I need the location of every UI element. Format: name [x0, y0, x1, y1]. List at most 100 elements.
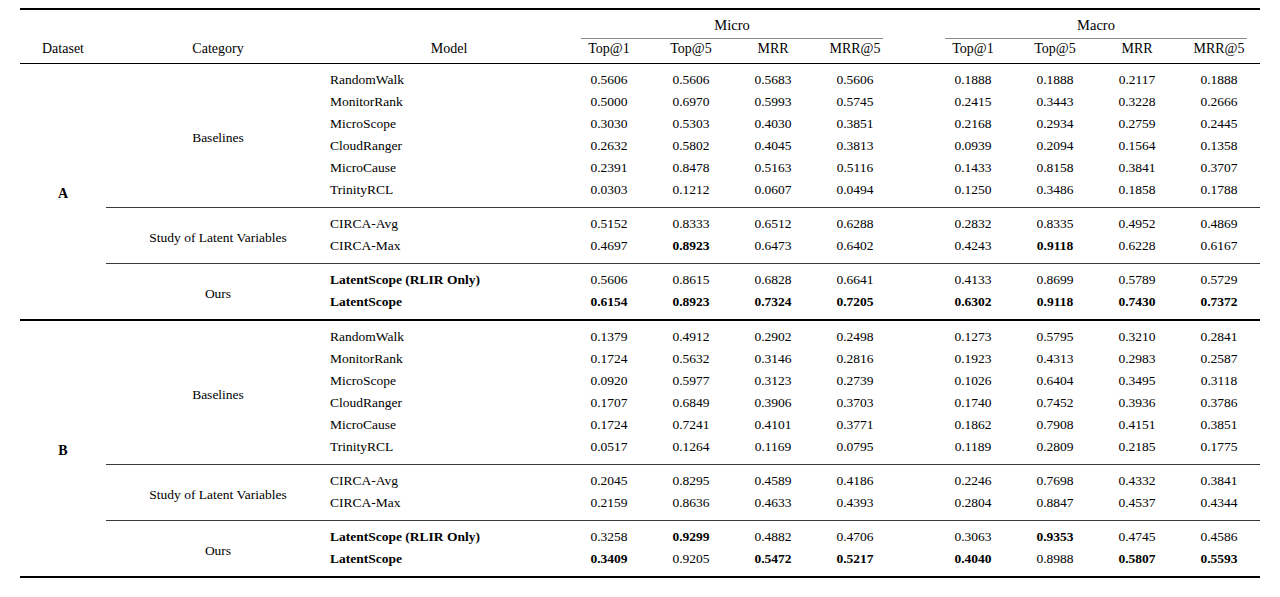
column-spacer	[896, 64, 932, 92]
metric-value-cell: 0.5789	[1096, 264, 1178, 292]
metric-value-cell: 0.1169	[732, 436, 814, 465]
metric-value-cell: 0.2632	[568, 135, 650, 157]
metric-value-cell: 0.0517	[568, 436, 650, 465]
metric-value-cell: 0.3258	[568, 521, 650, 549]
metric-value-cell: 0.5683	[732, 64, 814, 92]
model-name-cell: CIRCA-Avg	[330, 208, 568, 236]
metric-value-cell: 0.2809	[1014, 436, 1096, 465]
metric-value-cell: 0.3813	[814, 135, 896, 157]
metric-value-cell: 0.5116	[814, 157, 896, 179]
metric-value-cell: 0.3841	[1096, 157, 1178, 179]
metric-value-cell: 0.9205	[650, 548, 732, 577]
metric-value-cell: 0.7324	[732, 291, 814, 320]
model-name-cell: LatentScope	[330, 291, 568, 320]
table-row: Study of Latent VariablesCIRCA-Avg0.5152…	[20, 208, 1260, 236]
column-spacer	[896, 521, 932, 549]
metric-value-cell: 0.4332	[1096, 465, 1178, 493]
model-name-cell: MicroCause	[330, 157, 568, 179]
metric-value-cell: 0.9299	[650, 521, 732, 549]
metric-value-cell: 0.9353	[1014, 521, 1096, 549]
results-table: Micro Macro Dataset Category Model Top@1…	[20, 8, 1260, 578]
metric-value-cell: 0.0795	[814, 436, 896, 465]
column-spacer	[896, 113, 932, 135]
metric-value-cell: 0.6154	[568, 291, 650, 320]
model-name-cell: MonitorRank	[330, 91, 568, 113]
metric-value-cell: 0.1707	[568, 392, 650, 414]
metric-value-cell: 0.8636	[650, 492, 732, 521]
metric-value-cell: 0.2804	[932, 492, 1014, 521]
metric-value-cell: 0.4952	[1096, 208, 1178, 236]
metric-value-cell: 0.8923	[650, 235, 732, 264]
metric-value-cell: 0.7205	[814, 291, 896, 320]
metric-value-cell: 0.7430	[1096, 291, 1178, 320]
column-spacer	[896, 465, 932, 493]
metric-value-cell: 0.4101	[732, 414, 814, 436]
metric-value-cell: 0.2983	[1096, 348, 1178, 370]
category-column-header: Category	[106, 39, 330, 64]
metric-value-cell: 0.5606	[814, 64, 896, 92]
model-name-cell: MicroScope	[330, 370, 568, 392]
metric-value-cell: 0.1724	[568, 414, 650, 436]
metric-value-cell: 0.3707	[1178, 157, 1260, 179]
metric-value-cell: 0.8699	[1014, 264, 1096, 292]
metric-value-cell: 0.7908	[1014, 414, 1096, 436]
metric-value-cell: 0.4633	[732, 492, 814, 521]
table-row: Study of Latent VariablesCIRCA-Avg0.2045…	[20, 465, 1260, 493]
metric-value-cell: 0.4344	[1178, 492, 1260, 521]
metric-value-cell: 0.8615	[650, 264, 732, 292]
metric-value-cell: 0.1273	[932, 320, 1014, 348]
model-name-cell: CIRCA-Avg	[330, 465, 568, 493]
metric-value-cell: 0.3495	[1096, 370, 1178, 392]
metric-value-cell: 0.6228	[1096, 235, 1178, 264]
metric-value-cell: 0.3118	[1178, 370, 1260, 392]
metric-value-cell: 0.4045	[732, 135, 814, 157]
model-name-cell: TrinityRCL	[330, 436, 568, 465]
table-row: ABaselinesRandomWalk0.56060.56060.56830.…	[20, 64, 1260, 92]
metric-value-cell: 0.8988	[1014, 548, 1096, 577]
macro-mrr-header: MRR	[1096, 39, 1178, 64]
metric-value-cell: 0.0607	[732, 179, 814, 208]
metric-value-cell: 0.4869	[1178, 208, 1260, 236]
macro-group-header: Macro	[932, 9, 1260, 39]
metric-value-cell: 0.3936	[1096, 392, 1178, 414]
metric-value-cell: 0.1250	[932, 179, 1014, 208]
metric-value-cell: 0.0303	[568, 179, 650, 208]
category-label-cell: Baselines	[106, 320, 330, 465]
micro-group-header: Micro	[568, 9, 896, 39]
metric-value-cell: 0.6167	[1178, 235, 1260, 264]
metric-value-cell: 0.1379	[568, 320, 650, 348]
metric-value-cell: 0.2841	[1178, 320, 1260, 348]
metric-value-cell: 0.5152	[568, 208, 650, 236]
metric-value-cell: 0.5606	[568, 64, 650, 92]
metric-value-cell: 0.3228	[1096, 91, 1178, 113]
metric-value-cell: 0.3210	[1096, 320, 1178, 348]
metric-value-cell: 0.1923	[932, 348, 1014, 370]
metric-value-cell: 0.5977	[650, 370, 732, 392]
metric-value-cell: 0.1788	[1178, 179, 1260, 208]
metric-value-cell: 0.6512	[732, 208, 814, 236]
metric-value-cell: 0.7241	[650, 414, 732, 436]
metric-value-cell: 0.3123	[732, 370, 814, 392]
model-name-cell: TrinityRCL	[330, 179, 568, 208]
column-spacer	[896, 291, 932, 320]
metric-value-cell: 0.1888	[932, 64, 1014, 92]
model-name-cell: CloudRanger	[330, 135, 568, 157]
metric-value-cell: 0.1264	[650, 436, 732, 465]
metric-value-cell: 0.2168	[932, 113, 1014, 135]
metric-value-cell: 0.8847	[1014, 492, 1096, 521]
macro-top1-header: Top@1	[932, 39, 1014, 64]
metric-value-cell: 0.8478	[650, 157, 732, 179]
table-row: OursLatentScope (RLIR Only)0.56060.86150…	[20, 264, 1260, 292]
metric-value-cell: 0.2094	[1014, 135, 1096, 157]
metric-value-cell: 0.3443	[1014, 91, 1096, 113]
metric-value-cell: 0.1888	[1014, 64, 1096, 92]
column-spacer	[896, 392, 932, 414]
metric-value-cell: 0.3030	[568, 113, 650, 135]
model-name-cell: CIRCA-Max	[330, 492, 568, 521]
macro-top5-header: Top@5	[1014, 39, 1096, 64]
metric-value-cell: 0.2902	[732, 320, 814, 348]
metric-value-cell: 0.8295	[650, 465, 732, 493]
metric-value-cell: 0.5807	[1096, 548, 1178, 577]
metric-value-cell: 0.5606	[650, 64, 732, 92]
column-spacer	[896, 235, 932, 264]
